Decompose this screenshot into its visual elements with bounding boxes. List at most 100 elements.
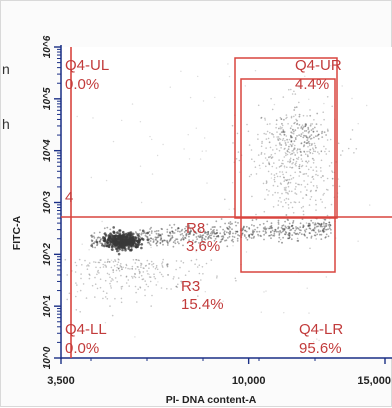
event-dot	[192, 234, 195, 237]
event-dot	[326, 96, 329, 98]
q4-ul-percent: 0.0%	[65, 76, 99, 93]
event-dot	[322, 111, 325, 113]
event-dot	[166, 244, 169, 246]
event-dot	[117, 267, 120, 270]
event-dot	[112, 241, 114, 243]
event-dot	[80, 277, 82, 280]
event-dot	[172, 232, 175, 234]
event-dot	[286, 150, 289, 153]
event-dot	[297, 127, 299, 129]
event-dot	[295, 118, 297, 121]
event-dot	[172, 241, 175, 244]
event-dot	[242, 227, 245, 229]
event-dot	[289, 232, 291, 235]
event-dot	[315, 170, 318, 172]
event-dot	[317, 229, 320, 232]
event-dot	[307, 140, 310, 143]
event-dot	[270, 234, 273, 236]
event-dot	[188, 235, 190, 238]
event-dot	[257, 154, 260, 156]
event-dot	[248, 234, 251, 237]
event-dot	[92, 117, 94, 119]
event-dot	[204, 291, 206, 293]
event-dot	[87, 264, 89, 266]
event-dot	[207, 232, 210, 234]
event-dot	[291, 225, 293, 227]
event-dot	[317, 138, 320, 140]
event-dot	[282, 228, 284, 230]
q4-ur-percent: 4.4%	[295, 76, 329, 93]
event-dot	[271, 165, 274, 168]
gate-r3-box[interactable]	[240, 78, 336, 273]
event-dot	[188, 158, 191, 160]
event-dot	[278, 142, 281, 145]
event-dot	[283, 167, 286, 169]
event-dot	[292, 177, 295, 179]
event-dot	[102, 239, 105, 242]
edge-mark-1: n	[2, 61, 10, 77]
event-dot	[306, 115, 308, 117]
event-dot	[276, 148, 278, 150]
event-dot	[189, 228, 192, 230]
event-dot	[166, 241, 169, 244]
event-dot	[292, 150, 295, 152]
event-dot	[137, 237, 140, 239]
event-dot	[298, 167, 301, 170]
event-dot	[195, 240, 197, 243]
event-dot	[127, 247, 130, 251]
event-dot	[219, 241, 222, 244]
event-dot	[284, 188, 287, 190]
event-dot	[248, 227, 251, 230]
event-dot	[120, 239, 123, 242]
event-dot	[100, 242, 103, 245]
event-dot	[120, 236, 123, 239]
event-dot	[281, 228, 284, 230]
event-dot	[246, 238, 249, 241]
event-dot	[287, 207, 290, 209]
event-dot	[308, 222, 311, 225]
event-dot	[204, 238, 207, 241]
event-dot	[289, 127, 292, 130]
event-dot	[305, 160, 307, 163]
event-dot	[305, 194, 308, 196]
event-dot	[275, 144, 277, 147]
event-dot	[295, 164, 297, 167]
event-dot	[111, 278, 113, 280]
event-dot	[302, 226, 304, 229]
event-dot	[303, 233, 306, 236]
event-dot	[133, 275, 135, 278]
event-dot	[327, 189, 329, 191]
event-dot	[278, 236, 281, 239]
event-dot	[128, 237, 130, 240]
event-dot	[305, 193, 307, 196]
event-dot	[300, 165, 303, 168]
event-dot	[120, 266, 123, 269]
event-dot	[106, 226, 109, 229]
event-dot	[316, 185, 318, 187]
event-dot	[195, 236, 198, 238]
event-dot	[288, 233, 291, 236]
event-dot	[94, 296, 96, 298]
event-dot	[317, 222, 320, 225]
event-dot	[320, 176, 323, 179]
gate-r8-box[interactable]	[234, 57, 338, 219]
event-dot	[161, 263, 163, 265]
event-dot	[251, 158, 253, 160]
event-dot	[204, 232, 206, 235]
event-dot	[295, 106, 298, 108]
event-dot	[171, 235, 174, 237]
event-dot	[104, 243, 106, 246]
event-dot	[290, 140, 293, 143]
event-dot	[228, 75, 231, 78]
event-dot	[234, 230, 237, 233]
event-dot	[319, 223, 322, 225]
event-dot	[275, 230, 278, 233]
event-dot	[302, 145, 305, 148]
event-dot	[172, 278, 175, 280]
event-dot	[157, 233, 160, 235]
event-dot	[305, 136, 308, 139]
event-dot	[287, 178, 289, 181]
event-dot	[284, 225, 287, 228]
event-dot	[140, 237, 143, 240]
event-dot	[149, 244, 152, 247]
